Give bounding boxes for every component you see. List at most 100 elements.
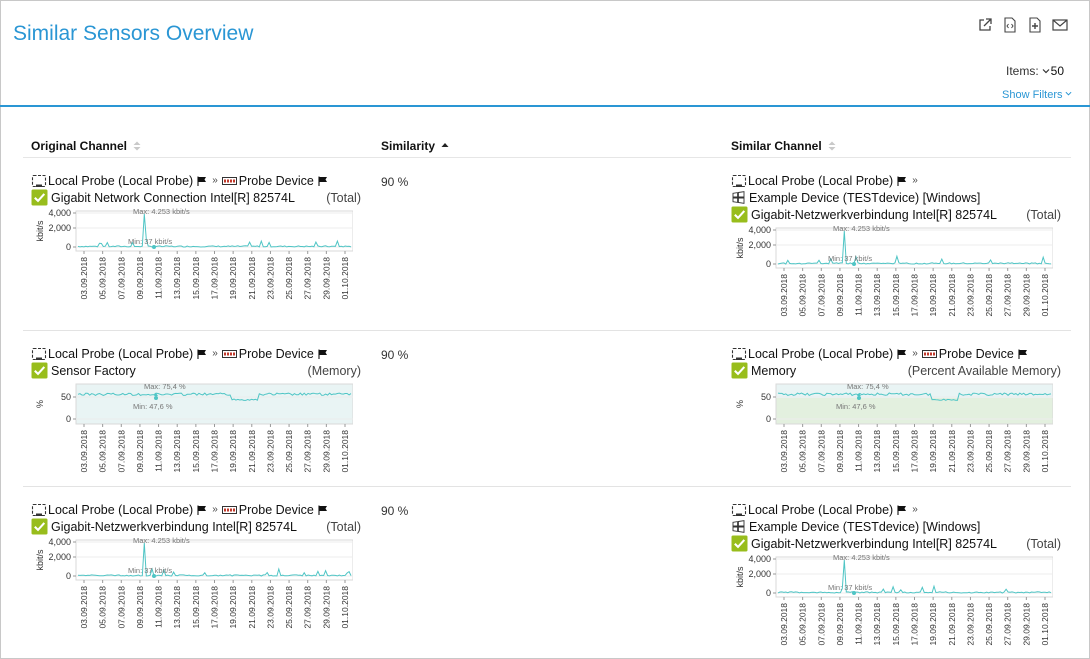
- x-tick-label: 03.09.2018: [79, 586, 89, 629]
- plot-band: [776, 398, 1053, 424]
- x-tick-label: 13.09.2018: [172, 586, 182, 629]
- probe-icon: [31, 347, 47, 360]
- y-tick-label: 4,000: [48, 208, 71, 218]
- sensor-mini-chart: 4,000 2,000 0 kbit/s Max: 4.253 kbit/s Min: 3…: [35, 536, 353, 629]
- plot-frame: [775, 556, 1053, 598]
- flag-icon[interactable]: [318, 349, 328, 359]
- embed-code-icon[interactable]: [1002, 17, 1018, 33]
- x-tick-label: 15.09.2018: [191, 586, 201, 629]
- flag-icon[interactable]: [1018, 349, 1028, 359]
- x-tick-label: 09.09.2018: [135, 430, 145, 473]
- device-link[interactable]: Probe Device: [238, 502, 314, 517]
- checkbox-icon[interactable]: [731, 206, 748, 223]
- flag-icon[interactable]: [897, 349, 907, 359]
- items-per-page[interactable]: Items: 50: [1006, 64, 1064, 78]
- column-header-similar[interactable]: Similar Channel: [731, 139, 836, 153]
- column-header-similarity[interactable]: Similarity: [381, 139, 449, 153]
- channel-name: (Total): [326, 190, 361, 205]
- sensor-mini-chart: 4,000 2,000 0 kbit/s Max: 4.253 kbit/s Min: 3…: [35, 207, 353, 300]
- x-tick-label: 27.09.2018: [1003, 603, 1013, 646]
- x-tick-label: 19.09.2018: [228, 586, 238, 629]
- device-link[interactable]: Example Device (TESTdevice) [Windows]: [749, 519, 981, 534]
- flag-icon[interactable]: [897, 505, 907, 515]
- x-tick-label: 13.09.2018: [872, 430, 882, 473]
- device-link[interactable]: Probe Device: [238, 173, 314, 188]
- y-tick-label: 2,000: [48, 223, 71, 233]
- channel-name: (Percent Available Memory): [907, 363, 1061, 378]
- header-divider: [0, 105, 1090, 107]
- flag-icon[interactable]: [318, 505, 328, 515]
- probe-link[interactable]: Local Probe (Local Probe): [748, 502, 894, 517]
- flag-icon[interactable]: [197, 176, 207, 186]
- checkbox-icon[interactable]: [31, 189, 48, 206]
- x-tick-label: 09.09.2018: [835, 430, 845, 473]
- mail-icon[interactable]: [1052, 17, 1068, 33]
- sort-ascending-icon: [441, 143, 449, 147]
- sensor-link[interactable]: Memory: [751, 363, 797, 378]
- checkbox-icon[interactable]: [731, 362, 748, 379]
- x-tick-label: 01.10.2018: [340, 586, 350, 629]
- sensor-link[interactable]: Gigabit-Netzwerkverbindung Intel[R] 8257…: [751, 536, 997, 551]
- probe-link[interactable]: Local Probe (Local Probe): [48, 346, 194, 361]
- sensor-line: Sensor Factory (Memory): [31, 362, 361, 379]
- x-tick-label: 19.09.2018: [928, 603, 938, 646]
- checkbox-icon[interactable]: [31, 518, 48, 535]
- probe-link[interactable]: Local Probe (Local Probe): [48, 502, 194, 517]
- max-marker: [857, 393, 861, 396]
- breadcrumb-arrow: »: [912, 348, 918, 359]
- probe-line: Local Probe (Local Probe) »: [731, 501, 1061, 518]
- y-tick-label: 50: [61, 392, 71, 402]
- probe-line: Local Probe (Local Probe) » Probe Device: [31, 345, 361, 362]
- x-tick-label: 17.09.2018: [210, 586, 220, 629]
- probe-icon: [731, 174, 747, 187]
- probe-link[interactable]: Local Probe (Local Probe): [748, 173, 894, 188]
- checkbox-icon[interactable]: [731, 535, 748, 552]
- series-line: [777, 392, 1052, 401]
- row-divider: [23, 330, 1071, 331]
- device-link[interactable]: Example Device (TESTdevice) [Windows]: [749, 190, 981, 205]
- x-tick-label: 05.09.2018: [798, 603, 808, 646]
- x-tick-label: 07.09.2018: [116, 430, 126, 473]
- show-filters-link[interactable]: Show Filters: [1002, 89, 1072, 101]
- similarity-value: 90 %: [381, 504, 409, 518]
- sensor-link[interactable]: Gigabit-Netzwerkverbindung Intel[R] 8257…: [51, 519, 297, 534]
- device-link[interactable]: Probe Device: [938, 346, 1014, 361]
- y-tick-label: 0: [66, 414, 71, 424]
- y-tick-label: 0: [766, 588, 771, 598]
- similar-channel-cell: Local Probe (Local Probe) » Probe Device Me…: [731, 345, 1061, 510]
- breadcrumb-arrow: »: [212, 504, 218, 515]
- plot-background: [76, 384, 353, 424]
- flag-icon[interactable]: [897, 176, 907, 186]
- original-mini-chart: 4,000 2,000 0 kbit/s Max: 4.253 kbit/s Min: 3…: [31, 536, 361, 659]
- flag-icon[interactable]: [318, 176, 328, 186]
- x-tick-label: 09.09.2018: [135, 257, 145, 300]
- x-tick-label: 25.09.2018: [284, 430, 294, 473]
- x-tick-label: 29.09.2018: [321, 586, 331, 629]
- external-link-icon[interactable]: [977, 17, 993, 33]
- probe-link[interactable]: Local Probe (Local Probe): [748, 346, 894, 361]
- probe-link[interactable]: Local Probe (Local Probe): [48, 173, 194, 188]
- sensor-link[interactable]: Gigabit Network Connection Intel[R] 8257…: [51, 190, 295, 205]
- device-icon: [221, 176, 237, 185]
- y-tick-label: 0: [66, 571, 71, 581]
- x-tick-label: 01.10.2018: [1040, 603, 1050, 646]
- checkbox-icon[interactable]: [31, 362, 48, 379]
- x-tick-label: 05.09.2018: [798, 274, 808, 317]
- sensor-link[interactable]: Sensor Factory: [51, 363, 136, 378]
- x-tick-label: 21.09.2018: [947, 430, 957, 473]
- x-tick-label: 05.09.2018: [98, 586, 108, 629]
- sensor-link[interactable]: Gigabit-Netzwerkverbindung Intel[R] 8257…: [751, 207, 997, 222]
- flag-icon[interactable]: [197, 505, 207, 515]
- add-to-library-icon[interactable]: [1027, 17, 1043, 33]
- sensor-mini-chart: 4,000 2,000 0 kbit/s Max: 4.253 kbit/s Min: 3…: [735, 224, 1053, 317]
- similar-channel-cell: Local Probe (Local Probe) » Example Devic…: [731, 501, 1061, 659]
- device-link[interactable]: Probe Device: [238, 346, 314, 361]
- column-header-original[interactable]: Original Channel: [31, 139, 141, 153]
- original-mini-chart: 50 0% Max: 75,4 % Min: 47,6 % 03.09.2018 05.0…: [31, 380, 361, 510]
- x-tick-label: 15.09.2018: [891, 430, 901, 473]
- x-tick-label: 07.09.2018: [116, 586, 126, 629]
- flag-icon[interactable]: [197, 349, 207, 359]
- items-value: 50: [1050, 64, 1065, 78]
- max-annotation: Max: 4.253 kbit/s: [133, 536, 190, 545]
- y-axis-label: kbit/s: [735, 566, 745, 588]
